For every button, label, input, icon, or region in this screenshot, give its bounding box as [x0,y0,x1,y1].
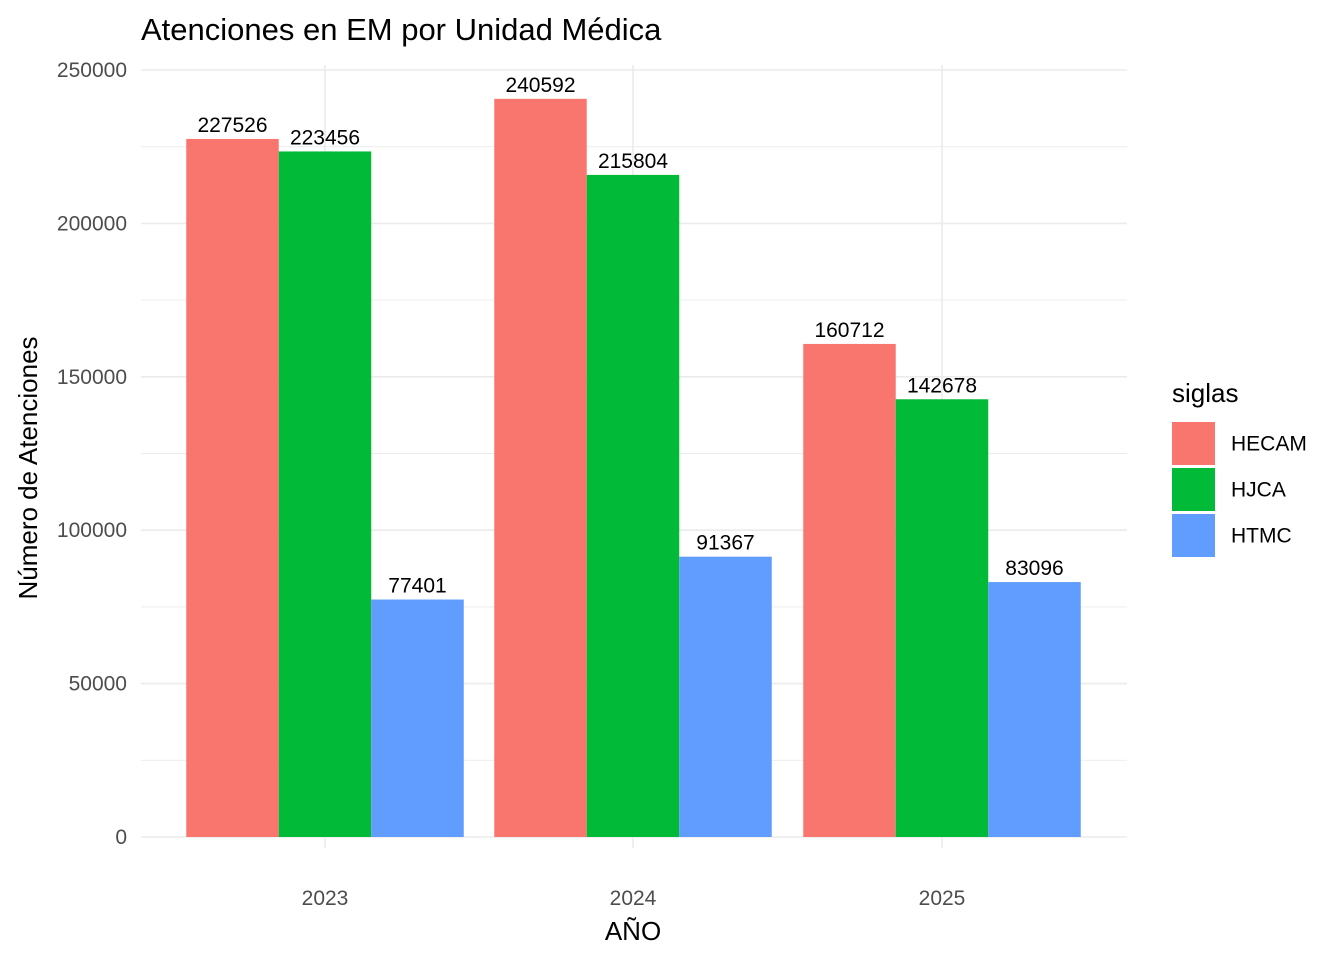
legend-key-hjca [1172,468,1215,511]
x-axis-title: AÑO [605,916,661,946]
data-label-hecam-2024: 240592 [505,74,575,97]
x-axis-ticks: 2023 2024 2025 [302,887,966,910]
chart-title: Atenciones en EM por Unidad Médica [141,12,662,47]
y-tick-label: 200000 [57,212,127,235]
legend-key-hecam [1172,422,1215,465]
data-label-hjca-2023: 223456 [290,126,360,149]
x-tick-label: 2024 [610,887,657,910]
data-label-hecam-2025: 160712 [814,319,884,342]
legend-key-htmc [1172,514,1215,557]
legend: siglas HECAM HJCA HTMC [1172,378,1307,557]
y-tick-label: 150000 [57,366,127,389]
legend-items: HECAM HJCA HTMC [1172,422,1307,557]
legend-title: siglas [1172,378,1238,408]
bar-hjca-2025 [895,399,989,837]
y-tick-label: 0 [115,826,127,849]
bar-htmc-2025 [988,582,1081,837]
bars [186,98,1081,838]
x-tick-label: 2023 [302,887,349,910]
data-label-hecam-2023: 227526 [197,114,267,137]
data-label-htmc-2024: 91367 [696,532,754,555]
data-labels: 227526 223456 77401 240592 215804 91367 160712… [197,74,1063,598]
y-tick-label: 250000 [57,59,127,82]
y-tick-label: 50000 [69,673,127,696]
bar-hecam-2024 [494,98,587,837]
data-label-htmc-2025: 83096 [1005,557,1063,580]
bar-htmc-2023 [371,599,464,837]
y-axis-ticks: 0 50000 100000 150000 200000 250000 [57,59,127,849]
data-label-hjca-2025: 142678 [907,374,977,397]
x-tick-label: 2025 [919,887,966,910]
y-tick-label: 100000 [57,519,127,542]
bar-hecam-2025 [803,343,896,837]
bar-hecam-2023 [186,138,279,838]
legend-label-hecam: HECAM [1231,433,1307,456]
legend-label-htmc: HTMC [1231,525,1292,548]
bar-htmc-2024 [679,556,772,837]
data-label-hjca-2024: 215804 [598,150,668,173]
y-axis-title: Número de Atenciones [13,336,43,599]
bar-hjca-2023 [278,151,372,837]
data-label-htmc-2023: 77401 [388,575,446,598]
legend-label-hjca: HJCA [1231,479,1286,502]
bar-hjca-2024 [586,174,680,837]
